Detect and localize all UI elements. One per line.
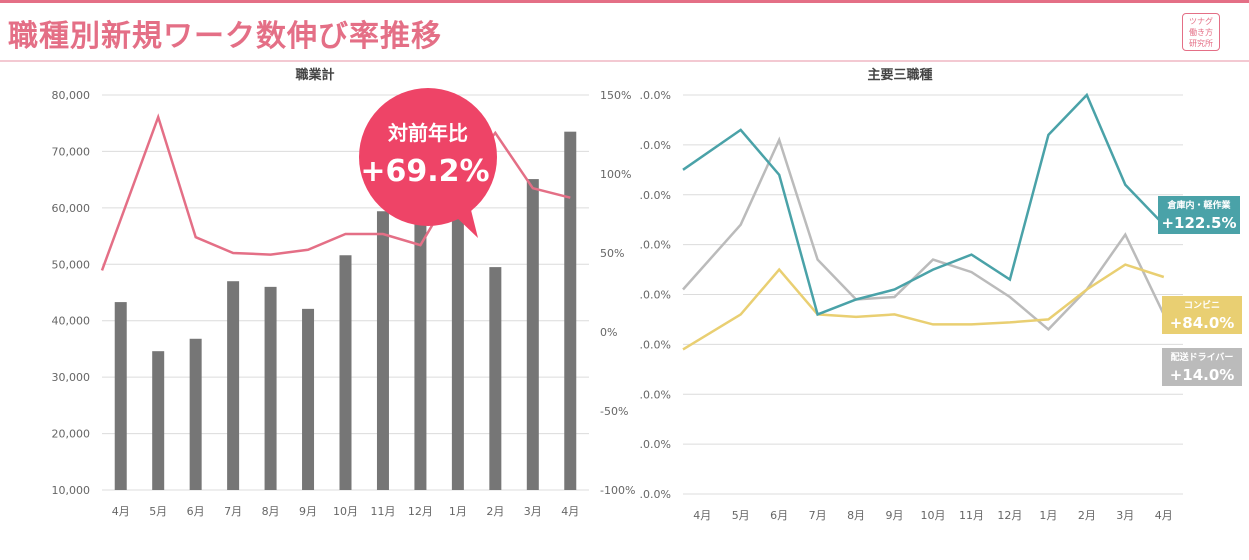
page-title: 職種別新規ワーク数伸び率推移 <box>8 19 442 54</box>
y-tick: .0.0% <box>640 388 671 401</box>
yoy-callout: 対前年比 +69.2% <box>359 88 497 238</box>
chart-title: 主要三職種 <box>867 67 932 83</box>
y-left-tick: 10,000 <box>52 484 91 497</box>
y-right-tick: 50% <box>600 247 624 260</box>
x-tick: 11月 <box>370 505 395 518</box>
callout-circle <box>359 88 497 226</box>
y-tick: .0.0% <box>640 438 671 451</box>
bar <box>414 213 427 490</box>
right-chart: 主要三職種 .0.0% .0.0% .0.0% .0.0% .0.0% .0.0% .0.0… <box>640 67 1242 522</box>
bar <box>114 302 127 490</box>
top-accent-bar <box>0 0 1249 3</box>
x-tick: 2月 <box>1078 509 1096 522</box>
logo-line: 研究所 <box>1189 39 1213 48</box>
x-tick: 12月 <box>997 509 1022 522</box>
x-tick: 3月 <box>1116 509 1134 522</box>
y-tick: .0.0% <box>640 139 671 152</box>
x-tick: 7月 <box>809 509 827 522</box>
series-line <box>682 136 1165 332</box>
series-line <box>682 92 1165 317</box>
y-right-tick: 150% <box>600 89 631 102</box>
x-tick: 2月 <box>486 505 504 518</box>
y-right-tick: -50% <box>600 405 628 418</box>
y-tick: .0.0% <box>640 89 671 102</box>
x-tick: 10月 <box>921 509 946 522</box>
bar <box>264 286 277 490</box>
x-tick: 9月 <box>886 509 904 522</box>
y-right-tick: 0% <box>600 326 617 339</box>
y-left-tick: 30,000 <box>52 371 91 384</box>
header: 職種別新規ワーク数伸び率推移 ツナグ 働き方 研究所 <box>0 3 1249 62</box>
bar <box>227 281 240 490</box>
bar <box>564 131 577 490</box>
x-tick: 8月 <box>262 505 280 518</box>
x-tick: 11月 <box>959 509 984 522</box>
bar <box>489 267 502 490</box>
callout-tail <box>455 206 478 238</box>
bar <box>189 338 202 490</box>
bar <box>152 351 165 490</box>
y-tick: .0.0% <box>640 338 671 351</box>
label-box <box>1162 296 1242 334</box>
label-box <box>1162 348 1242 386</box>
logo-line: ツナグ <box>1189 17 1213 26</box>
y-left-tick: 40,000 <box>52 315 91 328</box>
x-tick: 4月 <box>693 509 711 522</box>
callout-value: +69.2% <box>360 154 489 189</box>
y-tick: .0.0% <box>640 289 671 302</box>
x-tick: 5月 <box>149 505 167 518</box>
bar <box>451 214 464 490</box>
x-tick: 4月 <box>1155 509 1173 522</box>
label-box <box>1158 196 1240 234</box>
series-value: +122.5% <box>1161 214 1236 232</box>
x-tick: 4月 <box>561 505 579 518</box>
x-tick: 3月 <box>524 505 542 518</box>
series-label-driver: 配送ドライバー +14.0% <box>1162 348 1242 386</box>
y-right-tick: 100% <box>600 168 631 181</box>
growth-line <box>100 113 571 271</box>
series-value: +14.0% <box>1170 366 1235 384</box>
chart-title: 職業計 <box>295 67 334 83</box>
y-left-tick: 20,000 <box>52 428 91 441</box>
bar <box>302 308 315 490</box>
x-tick: 12月 <box>408 505 433 518</box>
y-left-tick: 80,000 <box>52 89 91 102</box>
x-tick: 8月 <box>847 509 865 522</box>
x-tick: 7月 <box>224 505 242 518</box>
x-tick: 6月 <box>770 509 788 522</box>
logo: ツナグ 働き方 研究所 <box>1182 13 1220 51</box>
header-divider <box>0 60 1249 62</box>
series-label-convenience: コンビニ +84.0% <box>1162 296 1242 334</box>
x-tick: 6月 <box>187 505 205 518</box>
series-name: 配送ドライバー <box>1171 351 1234 363</box>
x-tick: 1月 <box>1039 509 1057 522</box>
series-name: 倉庫内・軽作業 <box>1166 199 1231 211</box>
series-label-warehouse: 倉庫内・軽作業 +122.5% <box>1158 196 1240 234</box>
callout-label: 対前年比 <box>387 121 468 145</box>
y-tick: .0.0% <box>640 488 671 501</box>
y-tick: .0.0% <box>640 189 671 202</box>
y-left-tick: 60,000 <box>52 202 91 215</box>
y-left-tick: 70,000 <box>52 145 91 158</box>
left-chart: 職業計 80,000 70,000 60,000 50,000 40,000 30,000… <box>52 67 636 518</box>
x-tick: 4月 <box>112 505 130 518</box>
y-tick: .0.0% <box>640 239 671 252</box>
logo-line: 働き方 <box>1189 28 1213 37</box>
x-tick: 9月 <box>299 505 317 518</box>
y-right-tick: -100% <box>600 484 635 497</box>
series-line <box>682 263 1165 351</box>
x-tick: 10月 <box>333 505 358 518</box>
y-left-tick: 50,000 <box>52 258 91 271</box>
series-name: コンビニ <box>1184 299 1220 311</box>
bar <box>339 255 352 490</box>
x-tick: 1月 <box>449 505 467 518</box>
series-value: +84.0% <box>1170 314 1235 332</box>
bar <box>526 179 539 491</box>
bar <box>376 211 389 490</box>
x-tick: 5月 <box>732 509 750 522</box>
